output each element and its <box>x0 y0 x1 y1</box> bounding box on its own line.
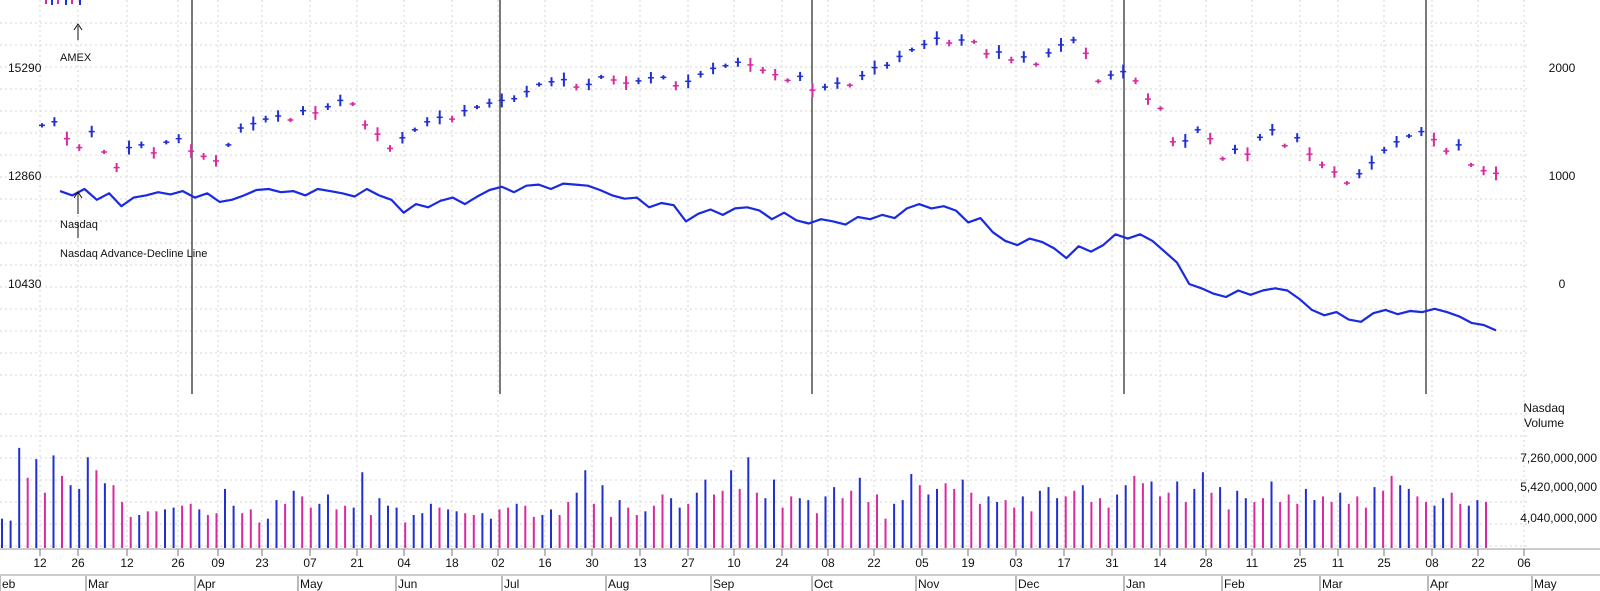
volume-tick-label: 5,420,000,000 <box>1520 480 1597 494</box>
week-label: 13 <box>633 556 647 570</box>
week-label: 30 <box>585 556 599 570</box>
nasdaq-label: Nasdaq <box>60 219 98 231</box>
price-tick-label: 10430 <box>8 277 42 291</box>
week-label: 28 <box>1199 556 1213 570</box>
month-label: Mar <box>88 577 109 591</box>
week-label: 11 <box>1246 556 1259 570</box>
week-label: 07 <box>303 556 317 570</box>
volume-tick-label: 4,040,000,000 <box>1520 511 1597 525</box>
week-label: 03 <box>1009 556 1023 570</box>
week-label: 31 <box>1105 556 1119 570</box>
week-label: 10 <box>727 556 741 570</box>
month-label: May <box>1534 577 1557 591</box>
week-label: 25 <box>1377 556 1391 570</box>
week-label: 25 <box>1293 556 1307 570</box>
week-label: 11 <box>1332 556 1345 570</box>
ad-tick-label: 0 <box>1559 277 1566 291</box>
amex-annotation: AMEX <box>60 23 92 64</box>
volume-axis-title-2: Volume <box>1524 416 1564 430</box>
ad-tick-label: 2000 <box>1549 61 1576 75</box>
quarter-dividers <box>191 0 1427 394</box>
price-tick-label: 12860 <box>8 169 42 183</box>
month-label: Jan <box>1126 577 1145 591</box>
ad-line-label: Nasdaq Advance-Decline Line <box>60 248 207 260</box>
week-label: 18 <box>445 556 459 570</box>
week-label: 22 <box>867 556 881 570</box>
week-label: 14 <box>1153 556 1167 570</box>
week-label: 16 <box>538 556 552 570</box>
amex-label: AMEX <box>60 52 92 64</box>
week-label: 21 <box>350 556 364 570</box>
axis-labels: 15290 12860 10430 2000 1000 0 7,260,000,000 5,4… <box>8 61 1597 525</box>
week-label: 09 <box>211 556 225 570</box>
month-label: Oct <box>814 577 833 591</box>
week-label: 24 <box>775 556 789 570</box>
month-label: Sep <box>713 577 735 591</box>
month-label: eb <box>2 577 16 591</box>
price-tick-label: 15290 <box>8 61 42 75</box>
ad-line-series <box>59 182 1497 332</box>
week-label: 22 <box>1471 556 1485 570</box>
month-label: Apr <box>1430 577 1449 591</box>
week-label: 08 <box>821 556 835 570</box>
week-label: 06 <box>1517 556 1531 570</box>
grid-lines <box>0 0 1600 576</box>
week-label: 12 <box>120 556 134 570</box>
week-label: 26 <box>171 556 185 570</box>
week-label: 04 <box>397 556 411 570</box>
week-label: 17 <box>1057 556 1071 570</box>
nasdaq-annotation: Nasdaq <box>60 191 98 231</box>
month-label: Jul <box>504 577 519 591</box>
ad-tick-label: 1000 <box>1549 169 1576 183</box>
month-label: Mar <box>1322 577 1343 591</box>
week-label: 08 <box>1425 556 1439 570</box>
advance-decline-line <box>59 182 1497 332</box>
month-label: Nov <box>918 577 939 591</box>
week-label: 26 <box>71 556 85 570</box>
nasdaq-price-bars <box>39 0 1499 186</box>
month-label: May <box>300 577 323 591</box>
week-label: 19 <box>961 556 975 570</box>
month-label: Apr <box>197 577 216 591</box>
week-label: 05 <box>915 556 929 570</box>
volume-tick-label: 7,260,000,000 <box>1520 451 1597 465</box>
week-label: 27 <box>681 556 695 570</box>
date-axis: 12 26 12 26 09 23 07 21 04 18 02 16 30 13 27 10 24 08 22 05… <box>0 549 1557 591</box>
volume-bars <box>1 447 1487 548</box>
month-label: Feb <box>1224 577 1245 591</box>
month-label: Jun <box>398 577 417 591</box>
week-label: 02 <box>491 556 505 570</box>
week-label: 23 <box>255 556 269 570</box>
month-label: Aug <box>608 577 629 591</box>
month-label: Dec <box>1018 577 1039 591</box>
week-label: 12 <box>33 556 47 570</box>
volume-axis-title-1: Nasdaq <box>1523 401 1564 415</box>
ad-line-annotation: Nasdaq Advance-Decline Line <box>60 222 207 260</box>
